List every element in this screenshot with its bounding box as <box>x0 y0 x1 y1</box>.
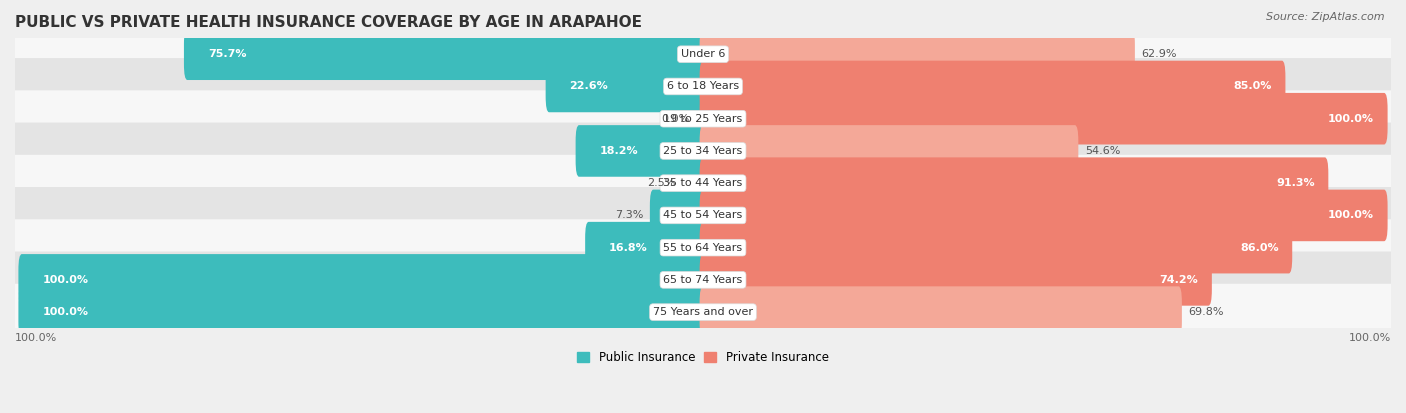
FancyBboxPatch shape <box>700 125 1078 177</box>
FancyBboxPatch shape <box>13 219 1393 276</box>
Text: 100.0%: 100.0% <box>1329 210 1374 221</box>
FancyBboxPatch shape <box>15 284 1391 340</box>
Legend: Public Insurance, Private Insurance: Public Insurance, Private Insurance <box>572 347 834 369</box>
Text: 100.0%: 100.0% <box>15 333 58 343</box>
Text: 19 to 25 Years: 19 to 25 Years <box>664 114 742 124</box>
FancyBboxPatch shape <box>682 157 706 209</box>
FancyBboxPatch shape <box>700 157 1329 209</box>
Text: 65 to 74 Years: 65 to 74 Years <box>664 275 742 285</box>
Text: 85.0%: 85.0% <box>1233 81 1272 91</box>
Text: 7.3%: 7.3% <box>614 210 643 221</box>
Text: 16.8%: 16.8% <box>609 243 648 253</box>
FancyBboxPatch shape <box>700 190 1388 241</box>
FancyBboxPatch shape <box>700 61 1285 112</box>
FancyBboxPatch shape <box>13 90 1393 147</box>
Text: 25 to 34 Years: 25 to 34 Years <box>664 146 742 156</box>
FancyBboxPatch shape <box>700 222 1292 273</box>
FancyBboxPatch shape <box>13 155 1393 211</box>
FancyBboxPatch shape <box>184 28 706 80</box>
Text: 62.9%: 62.9% <box>1142 49 1177 59</box>
Text: 55 to 64 Years: 55 to 64 Years <box>664 243 742 253</box>
Text: 91.3%: 91.3% <box>1277 178 1315 188</box>
FancyBboxPatch shape <box>15 187 1391 244</box>
FancyBboxPatch shape <box>15 26 1391 83</box>
Text: 100.0%: 100.0% <box>42 275 89 285</box>
Text: 22.6%: 22.6% <box>569 81 609 91</box>
FancyBboxPatch shape <box>13 26 1393 83</box>
Text: 35 to 44 Years: 35 to 44 Years <box>664 178 742 188</box>
Text: 6 to 18 Years: 6 to 18 Years <box>666 81 740 91</box>
FancyBboxPatch shape <box>13 252 1393 308</box>
Text: 45 to 54 Years: 45 to 54 Years <box>664 210 742 221</box>
Text: 75.7%: 75.7% <box>208 49 246 59</box>
Text: 2.5%: 2.5% <box>647 178 676 188</box>
FancyBboxPatch shape <box>13 187 1393 244</box>
FancyBboxPatch shape <box>700 286 1182 338</box>
FancyBboxPatch shape <box>13 123 1393 179</box>
FancyBboxPatch shape <box>13 284 1393 340</box>
Text: Under 6: Under 6 <box>681 49 725 59</box>
FancyBboxPatch shape <box>18 254 706 306</box>
FancyBboxPatch shape <box>575 125 706 177</box>
FancyBboxPatch shape <box>700 254 1212 306</box>
Text: 100.0%: 100.0% <box>1348 333 1391 343</box>
Text: 100.0%: 100.0% <box>42 307 89 317</box>
FancyBboxPatch shape <box>15 252 1391 308</box>
Text: 54.6%: 54.6% <box>1085 146 1121 156</box>
Text: 86.0%: 86.0% <box>1240 243 1278 253</box>
FancyBboxPatch shape <box>15 123 1391 179</box>
FancyBboxPatch shape <box>650 190 706 241</box>
FancyBboxPatch shape <box>546 61 706 112</box>
Text: 100.0%: 100.0% <box>1329 114 1374 124</box>
FancyBboxPatch shape <box>15 155 1391 211</box>
Text: PUBLIC VS PRIVATE HEALTH INSURANCE COVERAGE BY AGE IN ARAPAHOE: PUBLIC VS PRIVATE HEALTH INSURANCE COVER… <box>15 15 643 30</box>
FancyBboxPatch shape <box>15 219 1391 276</box>
FancyBboxPatch shape <box>585 222 706 273</box>
Text: 74.2%: 74.2% <box>1160 275 1198 285</box>
Text: Source: ZipAtlas.com: Source: ZipAtlas.com <box>1267 12 1385 22</box>
Text: 69.8%: 69.8% <box>1188 307 1225 317</box>
FancyBboxPatch shape <box>15 90 1391 147</box>
FancyBboxPatch shape <box>700 93 1388 145</box>
FancyBboxPatch shape <box>700 28 1135 80</box>
Text: 0.0%: 0.0% <box>661 114 689 124</box>
Text: 75 Years and over: 75 Years and over <box>652 307 754 317</box>
FancyBboxPatch shape <box>15 58 1391 115</box>
Text: 18.2%: 18.2% <box>599 146 638 156</box>
FancyBboxPatch shape <box>13 58 1393 115</box>
FancyBboxPatch shape <box>18 286 706 338</box>
